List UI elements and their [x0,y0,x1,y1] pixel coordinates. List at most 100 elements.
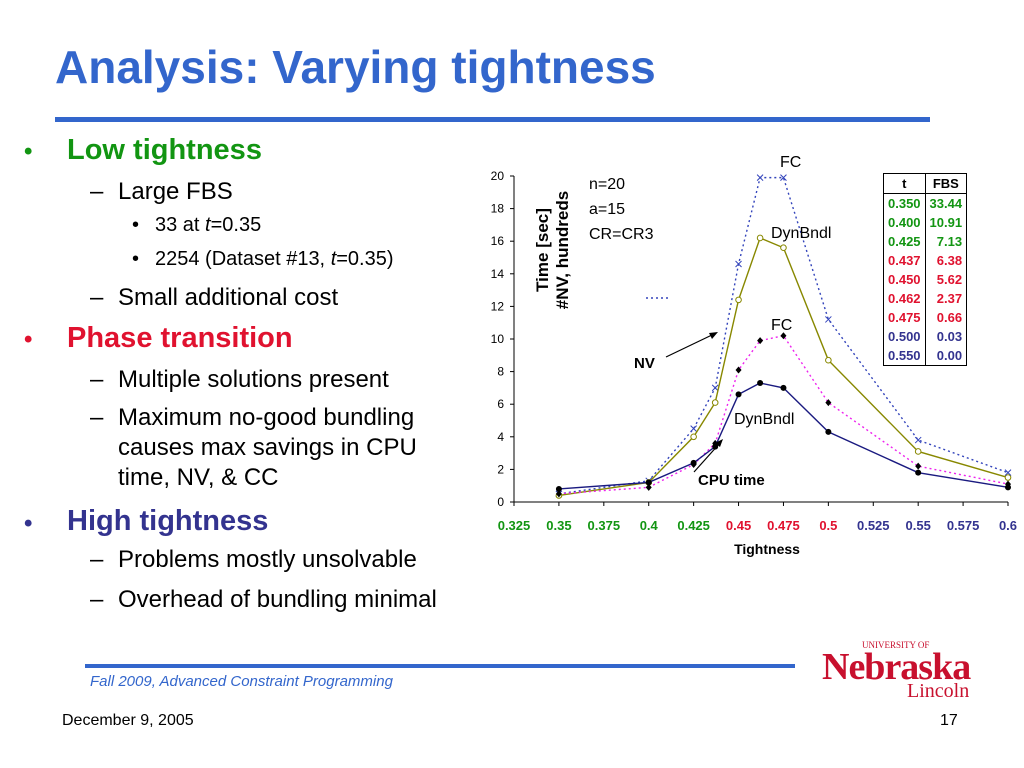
data-point [735,391,742,398]
data-point [825,316,832,323]
footer-date: December 9, 2005 [62,712,194,729]
data-point [1004,469,1012,477]
data-point [645,483,652,491]
fbs-header-fbs: FBS [924,173,968,194]
title-underline [55,117,930,122]
data-point [756,174,764,181]
data-point [914,448,922,455]
label-fc-nv: FC [780,154,801,171]
y-tick-label: 0 [497,495,504,509]
fbs-table-row: 0.462 2.37 [883,289,968,308]
fbs-cell-t: 0.475 [883,308,926,327]
y-tick-label: 8 [497,365,504,379]
data-point [711,399,719,406]
y-axis-label-line: #NV, hundreds [553,191,572,309]
fbs-cell-t: 0.500 [883,327,926,346]
fbs-table-row: 0.350 33.44 [883,193,968,213]
data-point [690,425,697,433]
fbs-table-row: 0.475 0.66 [883,308,968,327]
fbs-cell-t: 0.450 [883,270,926,289]
data-point [1005,484,1011,491]
fbs-cell-t: 0.400 [883,213,926,232]
y-tick-label: 20 [491,169,505,183]
footer-course: Fall 2009, Advanced Constraint Programmi… [90,673,393,690]
x-tick-label: 0.5 [819,518,837,533]
x-tick-label: 0.4 [640,518,659,533]
data-point [712,443,719,450]
fbs-cell-fbs: 0.66 [924,308,968,327]
y-axis-label-line: Time [sec] [533,208,552,292]
y-axis-label: Time [sec]#NV, hundreds [533,191,572,309]
data-point [690,433,697,441]
fbs-cell-fbs: 33.44 [924,193,968,213]
y-tick-label: 4 [497,430,504,444]
fbs-cell-t: 0.462 [883,289,926,308]
data-point [756,234,764,242]
fbs-cell-fbs: 5.62 [924,270,968,289]
data-point [825,356,832,364]
slide-title: Analysis: Varying tightness [55,41,656,93]
x-tick-label: 0.325 [498,518,531,533]
x-tick-label: 0.525 [857,518,890,533]
data-point [780,174,787,181]
fbs-cell-fbs: 2.37 [924,289,968,308]
y-tick-label: 12 [491,299,505,313]
page-number: 17 [940,712,958,729]
logo-nebraska: Nebraska [822,646,971,688]
x-tick-label: 0.6 [999,518,1017,533]
y-tick-label: 6 [497,397,504,411]
param-label: CR=CR3 [589,226,654,243]
x-tick-label: 0.475 [767,518,800,533]
label-dynbndl-nv: DynBndl [771,225,831,242]
arrow-cpu-head [715,439,723,447]
data-point [825,428,832,435]
x-tick-label: 0.35 [546,518,571,533]
fbs-cell-t: 0.350 [883,193,926,213]
data-point [1004,474,1012,481]
y-tick-label: 18 [491,202,505,216]
x-tick-label: 0.55 [906,518,931,533]
data-point [915,469,922,476]
series-line-cpu-time-dynbndl [558,382,1009,490]
data-point [915,462,922,470]
fbs-table-row: 0.450 5.62 [883,270,968,289]
data-point [555,490,562,498]
fbs-table-header: t FBS [883,173,968,194]
fbs-cell-fbs: 10.91 [924,213,968,232]
data-point [645,479,652,486]
fbs-cell-fbs: 0.00 [924,346,968,366]
y-tick-label: 14 [491,267,505,281]
fbs-table-row: 0.550 0.00 [883,346,968,366]
data-point [780,384,787,391]
data-point [735,260,742,268]
label-fc-cpu: FC [771,317,792,334]
fbs-cell-t: 0.550 [883,346,926,366]
series-line-cpu-time-fc [558,334,1009,495]
label-cpu-time: CPU time [698,472,765,489]
data-point [735,296,742,304]
y-tick-label: 10 [491,332,505,346]
label-dynbndl-cpu: DynBndl [734,411,794,428]
fbs-table-row: 0.500 0.03 [883,327,968,346]
fbs-table-row: 0.400 10.91 [883,213,968,232]
data-point [555,485,562,492]
logo-university-of: UNIVERSITY OF [862,640,930,650]
label-nv: NV [634,355,655,372]
data-point [735,366,742,374]
fbs-table: t FBS 0.350 33.44 0.400 10.91 0.425 7.13 0.437… [883,173,968,366]
param-label: a=15 [589,201,625,218]
data-point [825,399,832,407]
fbs-table-row: 0.437 6.38 [883,251,968,270]
x-tick-label: 0.375 [588,518,621,533]
param-label: n=20 [589,176,625,193]
x-tick-label: 0.425 [677,518,710,533]
university-logo: UNIVERSITY OF Nebraska Lincoln [822,640,972,702]
arrow-nv-head [709,332,718,339]
series-line-nv-dynbndl [558,237,1009,497]
fbs-table-row: 0.425 7.13 [883,232,968,251]
data-point [711,384,719,392]
data-point [690,459,697,466]
arrow-nv [665,333,715,358]
data-point [757,337,764,345]
